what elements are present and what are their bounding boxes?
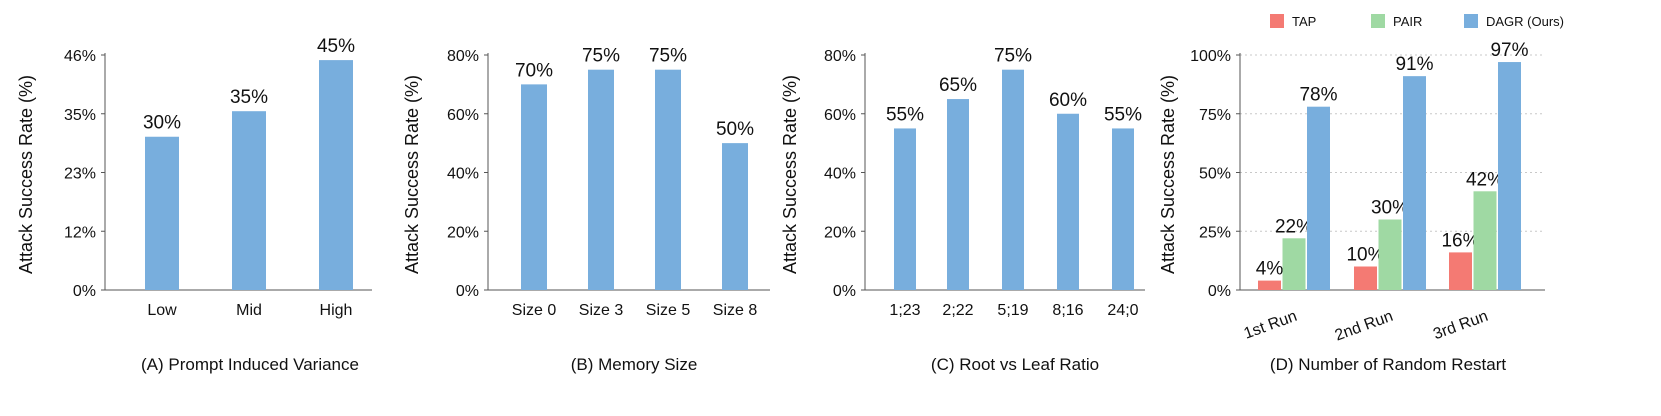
y-tick-label: 60%: [447, 107, 479, 124]
y-tick-label: 0%: [73, 283, 96, 300]
y-tick-label: 20%: [824, 224, 856, 241]
x-tick-label: 24;0: [1107, 302, 1138, 319]
y-tick-label: 80%: [824, 48, 856, 65]
legend-swatch-pair: [1371, 14, 1385, 28]
chart-title: (D) Number of Random Restart: [1270, 355, 1506, 374]
y-tick-label: 100%: [1190, 48, 1231, 65]
y-tick-label: 46%: [64, 48, 96, 65]
data-label: 75%: [582, 46, 620, 67]
x-tick-label: Size 3: [579, 302, 624, 319]
chart-title: (A) Prompt Induced Variance: [141, 355, 359, 374]
data-label: 75%: [994, 46, 1032, 67]
legend-label: PAIR: [1393, 14, 1422, 29]
bar: [722, 143, 748, 290]
data-label: 16%: [1441, 230, 1479, 251]
bar-tap: [1449, 252, 1472, 290]
bar: [319, 60, 353, 290]
data-label: 78%: [1299, 85, 1337, 106]
bar: [232, 111, 266, 291]
bar-dagr: [1403, 76, 1426, 291]
data-label: 4%: [1256, 259, 1284, 280]
y-tick-label: 80%: [447, 48, 479, 65]
legend-swatch-dagr: [1464, 14, 1478, 28]
x-tick-label: 5;19: [997, 302, 1028, 319]
y-tick-label: 35%: [64, 107, 96, 124]
data-label: 91%: [1395, 54, 1433, 75]
y-tick-label: 0%: [833, 283, 856, 300]
data-label: 10%: [1346, 245, 1384, 266]
x-tick-label: 2nd Run: [1333, 308, 1396, 345]
data-label: 35%: [230, 87, 268, 108]
y-tick-label: 25%: [1199, 224, 1231, 241]
bar: [588, 69, 614, 290]
bar-pair: [1282, 238, 1306, 290]
chart-panel-c: 0% 20% 40% 60% 80% Attack Success Rate (%) (C)…: [780, 46, 1145, 374]
data-label: 30%: [1371, 198, 1409, 219]
x-tick-label: Low: [147, 302, 177, 319]
y-tick-label: 75%: [1199, 107, 1231, 124]
x-tick-label: 2;22: [942, 302, 973, 319]
legend-label: TAP: [1292, 14, 1316, 29]
data-label: 97%: [1490, 40, 1528, 61]
y-tick-label: 0%: [1208, 283, 1231, 300]
data-label: 65%: [939, 75, 977, 96]
legend-label: DAGR (Ours): [1486, 14, 1564, 29]
chart-panel-b: 0% 20% 40% 60% 80% Attack Success Rate (%) (B)…: [402, 46, 770, 374]
data-label: 55%: [1104, 104, 1142, 125]
bar-pair: [1473, 191, 1497, 290]
x-tick-label: 1;23: [889, 302, 920, 319]
data-label: 30%: [143, 113, 181, 134]
bar-dagr: [1498, 62, 1521, 290]
bar: [145, 136, 179, 290]
data-label: 45%: [317, 36, 355, 57]
bar-tap: [1354, 266, 1377, 290]
y-tick-label: 60%: [824, 107, 856, 124]
bar-tap: [1258, 280, 1281, 290]
x-tick-label: 1st Run: [1242, 308, 1300, 343]
x-tick-label: Mid: [236, 302, 262, 319]
data-label: 42%: [1466, 169, 1504, 190]
bar: [947, 99, 969, 290]
y-axis-label: Attack Success Rate (%): [16, 75, 36, 274]
bar: [655, 69, 681, 290]
bar: [521, 84, 547, 290]
data-label: 70%: [515, 60, 553, 81]
y-tick-label: 40%: [824, 166, 856, 183]
x-tick-label: Size 0: [512, 302, 557, 319]
x-tick-label: Size 8: [713, 302, 758, 319]
chart-panel-a: 0% 12% 23% 35% 46% Attack Success Rate (%) (A)…: [16, 36, 372, 374]
data-label: 75%: [649, 46, 687, 67]
x-tick-label: 3rd Run: [1431, 308, 1490, 343]
y-axis-label: Attack Success Rate (%): [1158, 75, 1178, 274]
bar-pair: [1378, 219, 1402, 290]
data-label: 55%: [886, 104, 924, 125]
x-tick-label: 8;16: [1052, 302, 1083, 319]
chart-panel-d: 0% 25% 50% 75% 100% Attack Success Rate (%) (D…: [1158, 14, 1564, 374]
x-tick-label: High: [320, 302, 353, 319]
x-tick-label: Size 5: [646, 302, 691, 319]
y-axis-label: Attack Success Rate (%): [780, 75, 800, 274]
bar: [1057, 113, 1079, 290]
bar: [894, 128, 916, 290]
chart-title: (C) Root vs Leaf Ratio: [931, 355, 1099, 374]
bar-dagr: [1307, 106, 1330, 290]
data-label: 60%: [1049, 90, 1087, 111]
bar: [1112, 128, 1134, 290]
chart-title: (B) Memory Size: [571, 355, 698, 374]
y-tick-label: 20%: [447, 224, 479, 241]
data-label: 50%: [716, 119, 754, 140]
y-axis-label: Attack Success Rate (%): [402, 75, 422, 274]
y-tick-label: 50%: [1199, 166, 1231, 183]
bar: [1002, 69, 1024, 290]
y-tick-label: 12%: [64, 224, 96, 241]
data-label: 22%: [1275, 216, 1313, 237]
y-tick-label: 23%: [64, 166, 96, 183]
legend-swatch-tap: [1270, 14, 1284, 28]
y-tick-label: 40%: [447, 166, 479, 183]
y-tick-label: 0%: [456, 283, 479, 300]
